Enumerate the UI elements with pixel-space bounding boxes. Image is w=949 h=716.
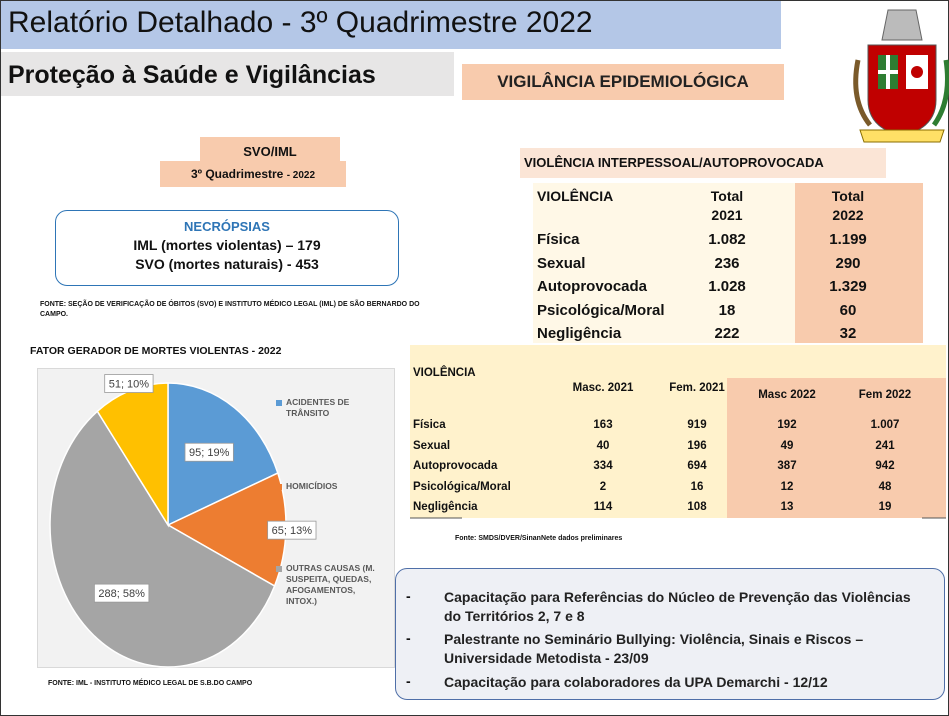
period-box: 3º Quadrimestre - 2022	[160, 161, 346, 187]
table-cell: 48	[878, 480, 892, 493]
data-label-text: 51; 10%	[109, 379, 150, 391]
period: 3º Quadrimestre	[190, 167, 284, 181]
table-cell: 196	[687, 439, 707, 452]
necropsias-line: IML (mortes violentas) – 179	[133, 237, 321, 253]
row-label: Psicológica/Moral	[413, 480, 511, 493]
legend-swatch	[276, 484, 282, 490]
table-header: Total	[831, 188, 865, 204]
table-cell: 236	[714, 254, 740, 272]
table-cell: 49	[780, 439, 794, 452]
table-title: VIOLÊNCIA INTERPESSOAL/AUTOPROVOCADA	[520, 148, 886, 178]
data-label-box	[267, 520, 317, 540]
period-year: - 2022	[286, 170, 316, 181]
data-label: 95; 19%	[184, 442, 234, 462]
bullet: -	[406, 588, 411, 604]
table-cell: 241	[875, 439, 895, 452]
subtitle-bar	[1, 52, 454, 96]
table-cell: 32	[839, 325, 857, 342]
data-label-text: 65; 13%	[272, 525, 313, 537]
data-label-text: 95; 19%	[189, 447, 230, 459]
table-header: 2021	[711, 207, 743, 223]
title: Relatório Detalhado - 3º Quadrimestre 20…	[8, 6, 593, 39]
necropsias-box: NECRÓPSIAS IML (mortes violentas) – 179 …	[55, 210, 399, 286]
table-cell: 290	[835, 254, 861, 272]
table-cell: 114	[593, 501, 613, 513]
row-label: Negligência	[537, 325, 622, 342]
table-header: Masc. 2021	[572, 382, 634, 394]
table-cell: 919	[687, 419, 707, 431]
row-label: Física	[413, 419, 446, 431]
table-cell: 1.007	[870, 419, 900, 431]
table-cell: 40	[596, 439, 610, 452]
table-cell: 1.082	[708, 231, 746, 248]
row-label: Autoprovocada	[413, 460, 498, 472]
table-cell: 1.028	[708, 278, 746, 295]
table-cell: 19	[878, 501, 892, 513]
table-cell: 13	[780, 501, 794, 513]
table-cell: 334	[593, 460, 613, 472]
table-cell: 1.329	[829, 278, 867, 295]
table-cell: 18	[718, 301, 736, 319]
activity: Capacitação para colaboradores da UPA De…	[444, 674, 828, 690]
row-label: Negligência	[413, 501, 478, 513]
bullet: -	[406, 673, 411, 689]
data-label-box	[184, 442, 234, 462]
data-label: 51; 10%	[104, 374, 154, 393]
data-label: 288; 58%	[94, 583, 150, 603]
data-label-box	[94, 583, 150, 603]
subtitle: Proteção à Saúde e Vigilâncias	[8, 61, 376, 89]
table-header: Fem 2022	[858, 389, 912, 401]
table-cell: 60	[839, 301, 857, 319]
bullet: -	[406, 630, 411, 646]
source-note: FONTE: IML - INSTITUTO MÉDICO LEGAL DE S…	[48, 680, 253, 687]
table-header: VIOLÊNCIA	[413, 367, 476, 379]
source-note: Fonte: SMDS/DVER/SinanNete dados prelimi…	[455, 535, 623, 542]
table-header: VIOLÊNCIA	[537, 188, 614, 204]
source-note: FONTE: SEÇÃO DE VERIFICAÇÃO DE ÓBITOS (S…	[40, 301, 420, 318]
table-cell: 222	[714, 325, 740, 342]
table-header: Total	[710, 188, 744, 204]
table-cell: 16	[690, 480, 704, 493]
data-label-box	[104, 374, 154, 393]
table-cell: 694	[687, 460, 707, 472]
coat-of-arms	[853, 9, 949, 143]
table-cell: 2	[599, 480, 607, 493]
row-label: Sexual	[537, 254, 586, 272]
activities-box	[395, 568, 945, 700]
table-cell: 163	[593, 419, 613, 431]
pie-slice	[49, 410, 276, 668]
data-label-text: 288; 58%	[98, 588, 145, 600]
chart-title: FATOR GERADOR DE MORTES VIOLENTAS - 2022	[30, 345, 282, 357]
section-label: VIGILÂNCIA EPIDEMIOLÓGICA	[462, 64, 784, 100]
data-label: 65; 13%	[267, 520, 317, 540]
table-highlight	[727, 378, 946, 518]
legend-label: OUTRAS CAUSAS (M. SUSPEITA, QUEDAS, AFOG…	[286, 563, 375, 606]
row-label: Autoprovocada	[537, 278, 648, 295]
necropsias-title: NECRÓPSIAS	[184, 219, 270, 234]
legend-label: ACIDENTES DE TRÂNSITO	[286, 397, 350, 418]
activity: Palestrante no Seminário Bullying: Violê…	[444, 631, 864, 666]
table-cell: 942	[875, 460, 895, 472]
title-bar	[1, 1, 781, 49]
table-cell: 108	[687, 501, 707, 513]
necropsias-line: SVO (mortes naturais) - 453	[135, 256, 319, 272]
activity: Capacitação para Referências do Núcleo d…	[444, 589, 911, 624]
table-highlight	[795, 183, 923, 343]
table-header: 2022	[832, 207, 864, 223]
table-cell: 192	[777, 419, 797, 431]
table-cell: 387	[777, 460, 797, 472]
table-cell: 1.199	[829, 231, 867, 248]
legend-swatch	[276, 566, 282, 572]
row-label: Física	[537, 231, 580, 248]
row-label: Psicológica/Moral	[537, 301, 665, 319]
legend-label: HOMICÍDIOS	[286, 481, 338, 491]
row-label: Sexual	[413, 439, 451, 452]
table-header: Masc 2022	[758, 389, 816, 401]
table-header: Fem. 2021	[669, 382, 725, 394]
table-cell: 12	[780, 480, 794, 493]
legend-swatch	[276, 400, 282, 406]
